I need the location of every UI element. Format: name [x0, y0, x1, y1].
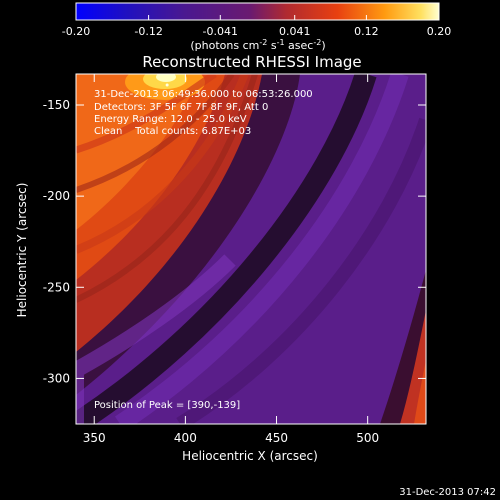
y-axis-label: Heliocentric Y (arcsec) [15, 183, 29, 318]
annotation-clean: Clean Total counts: 6.87E+03 [94, 126, 251, 137]
x-axis: 350 400 450 500 [83, 74, 379, 445]
plot-frame [75, 73, 427, 425]
colorbar-ticks: -0.20 -0.12 -0.041 0.041 0.12 0.20 [62, 15, 451, 38]
annotation-detectors: Detectors: 3F 5F 6F 7F 8F 9F, Att 0 [94, 102, 268, 113]
colorbar-tick-label: -0.041 [203, 25, 238, 38]
x-tick-label: 400 [174, 431, 197, 445]
x-tick-label: 450 [265, 431, 288, 445]
annotation-time: 31-Dec-2013 06:49:36.000 to 06:53:26.000 [94, 89, 313, 100]
annotation-peak-position: Position of Peak = [390,-139] [94, 400, 240, 411]
colorbar-tick-label: -0.20 [62, 25, 90, 38]
x-tick-label: 350 [83, 431, 106, 445]
heatmap-image [76, 74, 426, 424]
peak-marker [165, 83, 169, 87]
colorbar [75, 2, 440, 21]
x-tick-label: 500 [356, 431, 379, 445]
colorbar-units: (photons cm-2 s-1 asec-2) [190, 38, 325, 52]
y-tick-label: -300 [43, 371, 70, 385]
chart-title: Reconstructed RHESSI Image [142, 53, 361, 71]
y-axis: -150 -200 -250 -300 [43, 98, 426, 385]
colorbar-tick-label: 0.20 [427, 25, 452, 38]
y-tick-label: -200 [43, 189, 70, 203]
y-tick-label: -250 [43, 280, 70, 294]
x-axis-label: Heliocentric X (arcsec) [182, 449, 318, 463]
colorbar-tick-label: -0.12 [134, 25, 162, 38]
colorbar-tick-label: 0.12 [354, 25, 379, 38]
y-tick-label: -150 [43, 98, 70, 112]
colorbar-tick-label: 0.041 [279, 25, 311, 38]
annotation-energy: Energy Range: 12.0 - 25.0 keV [94, 114, 247, 125]
footer-timestamp: 31-Dec-2013 07:42 [399, 487, 496, 498]
